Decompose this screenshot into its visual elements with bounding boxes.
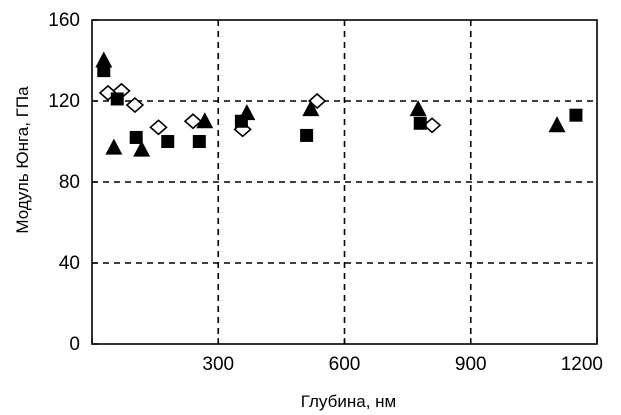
- point-square: [192, 135, 206, 148]
- y-tick-label: 40: [59, 253, 80, 274]
- y-tick-label: 120: [48, 91, 80, 112]
- point-diamond: [149, 119, 168, 136]
- y-tick-label: 0: [69, 334, 80, 355]
- point-diamond: [183, 113, 203, 130]
- x-tick-label: 1200: [561, 354, 603, 375]
- point-square: [569, 108, 583, 122]
- series-open-diamond: [98, 82, 442, 138]
- point-square: [300, 128, 314, 142]
- x-tick-label: 300: [202, 354, 234, 375]
- point-square: [161, 135, 175, 148]
- point-square: [413, 116, 427, 130]
- point-triangle: [548, 116, 566, 133]
- point-triangle: [196, 112, 214, 129]
- x-axis-title: Глубина, нм: [301, 392, 396, 411]
- point-square: [110, 92, 124, 106]
- point-square: [129, 130, 143, 144]
- point-triangle: [238, 104, 256, 121]
- y-tick-label: 160: [48, 10, 80, 31]
- series-filled-triangle: [95, 51, 566, 157]
- point-triangle: [133, 140, 151, 157]
- data-points: [95, 51, 583, 157]
- point-triangle: [302, 100, 320, 117]
- point-diamond: [125, 96, 145, 114]
- point-triangle: [95, 51, 113, 68]
- grid-lines: [92, 20, 597, 344]
- y-tick-label: 80: [59, 172, 80, 193]
- series-filled-square: [97, 64, 583, 148]
- point-triangle: [105, 138, 123, 155]
- axis-ticks: 0 40 80 120 160 300 600 900 1200: [48, 10, 603, 375]
- x-tick-label: 600: [329, 354, 361, 375]
- y-axis-title: Модуль Юнга, ГПа: [13, 86, 32, 234]
- x-tick-label: 900: [455, 354, 487, 375]
- point-triangle: [409, 100, 427, 117]
